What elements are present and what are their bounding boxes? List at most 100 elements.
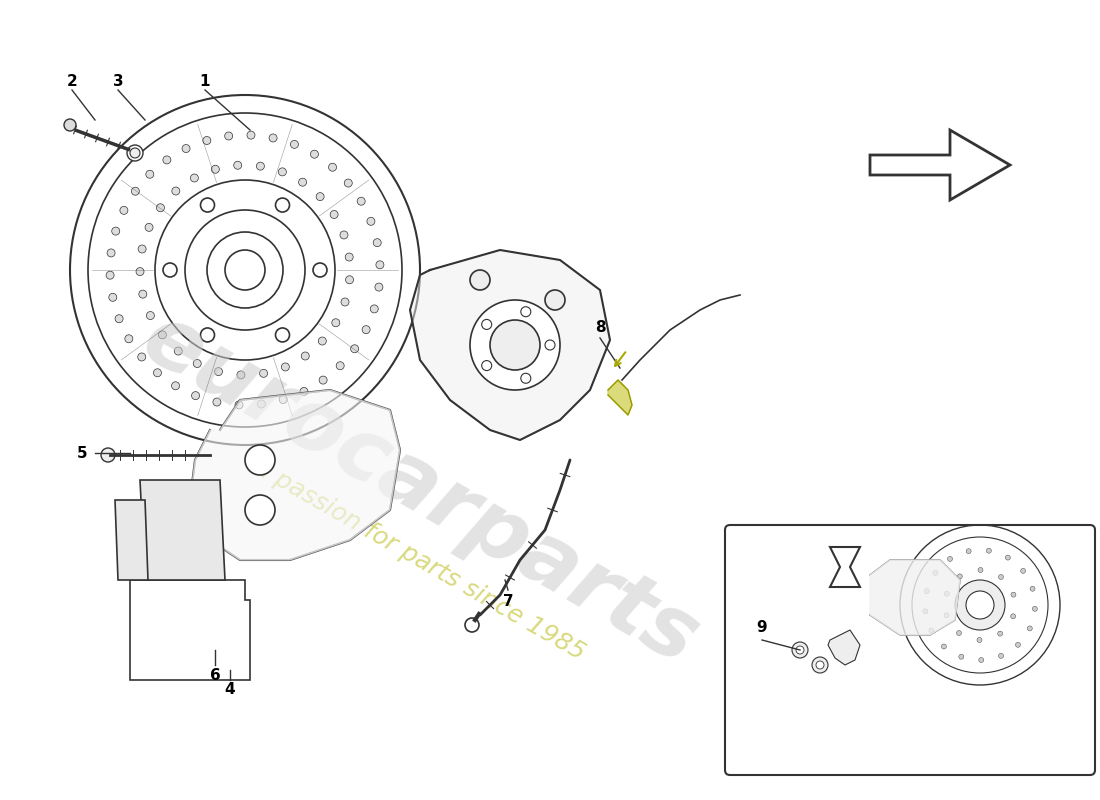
Circle shape <box>279 395 287 403</box>
Circle shape <box>796 646 804 654</box>
Circle shape <box>64 119 76 131</box>
Circle shape <box>256 162 264 170</box>
Circle shape <box>319 376 327 384</box>
Circle shape <box>375 283 383 291</box>
Circle shape <box>248 131 255 139</box>
Circle shape <box>316 193 324 201</box>
Circle shape <box>978 567 983 573</box>
Text: 4: 4 <box>224 682 235 698</box>
Circle shape <box>191 392 199 400</box>
Circle shape <box>194 359 201 367</box>
Circle shape <box>146 311 154 319</box>
Circle shape <box>224 132 233 140</box>
Circle shape <box>944 613 949 618</box>
Text: 3: 3 <box>112 74 123 90</box>
Circle shape <box>958 609 964 614</box>
Circle shape <box>146 170 154 178</box>
Polygon shape <box>608 380 632 415</box>
Circle shape <box>987 548 991 554</box>
Text: 7: 7 <box>503 594 514 610</box>
Circle shape <box>236 371 245 379</box>
Circle shape <box>482 361 492 370</box>
Circle shape <box>154 369 162 377</box>
Circle shape <box>290 140 298 148</box>
Circle shape <box>337 362 344 370</box>
Circle shape <box>300 387 308 395</box>
Circle shape <box>376 261 384 269</box>
Polygon shape <box>410 250 610 440</box>
Circle shape <box>924 589 930 594</box>
Circle shape <box>966 549 971 554</box>
Circle shape <box>200 328 214 342</box>
Circle shape <box>812 657 828 673</box>
Circle shape <box>979 658 983 662</box>
Circle shape <box>816 661 824 669</box>
Circle shape <box>101 448 116 462</box>
Circle shape <box>190 174 198 182</box>
Circle shape <box>371 305 378 313</box>
Circle shape <box>367 218 375 226</box>
Circle shape <box>260 370 267 378</box>
Circle shape <box>275 198 289 212</box>
Circle shape <box>998 631 1003 636</box>
Circle shape <box>999 574 1003 579</box>
Circle shape <box>214 367 222 375</box>
Circle shape <box>202 137 211 145</box>
Circle shape <box>792 642 808 658</box>
Circle shape <box>947 557 953 562</box>
Circle shape <box>966 591 994 619</box>
Circle shape <box>345 276 353 284</box>
Circle shape <box>301 352 309 360</box>
Text: 6: 6 <box>210 667 220 682</box>
Text: 9: 9 <box>757 621 768 635</box>
Circle shape <box>257 400 265 408</box>
Circle shape <box>1005 555 1011 560</box>
Polygon shape <box>190 390 400 560</box>
Circle shape <box>959 654 964 659</box>
Circle shape <box>211 166 219 174</box>
Circle shape <box>329 163 337 171</box>
Circle shape <box>974 622 978 627</box>
Circle shape <box>544 290 565 310</box>
Circle shape <box>172 187 179 195</box>
Circle shape <box>120 206 128 214</box>
Circle shape <box>999 654 1003 658</box>
Circle shape <box>282 363 289 371</box>
Circle shape <box>982 583 987 588</box>
Circle shape <box>1015 642 1021 647</box>
Circle shape <box>235 401 243 409</box>
Circle shape <box>136 268 144 276</box>
Circle shape <box>344 179 352 187</box>
Circle shape <box>130 148 140 158</box>
Circle shape <box>955 580 1005 630</box>
Circle shape <box>470 270 490 290</box>
Circle shape <box>1033 606 1037 611</box>
Circle shape <box>245 445 275 475</box>
FancyBboxPatch shape <box>725 525 1094 775</box>
Circle shape <box>139 290 146 298</box>
Circle shape <box>933 570 938 575</box>
Polygon shape <box>116 500 148 580</box>
Circle shape <box>139 245 146 253</box>
Polygon shape <box>140 480 225 580</box>
Circle shape <box>233 162 242 170</box>
Circle shape <box>116 314 123 322</box>
Circle shape <box>520 374 531 383</box>
Circle shape <box>107 249 116 257</box>
Circle shape <box>362 326 370 334</box>
Circle shape <box>213 398 221 406</box>
Circle shape <box>318 337 327 345</box>
Circle shape <box>345 253 353 261</box>
Circle shape <box>520 306 531 317</box>
Circle shape <box>183 145 190 153</box>
Text: 1: 1 <box>200 74 210 90</box>
Circle shape <box>1011 592 1016 597</box>
Text: a passion for parts since 1985: a passion for parts since 1985 <box>251 455 590 665</box>
Circle shape <box>158 331 166 339</box>
Circle shape <box>957 574 962 579</box>
Circle shape <box>945 591 949 596</box>
Circle shape <box>341 298 349 306</box>
Circle shape <box>174 347 183 355</box>
Circle shape <box>351 345 359 353</box>
Circle shape <box>470 300 560 390</box>
